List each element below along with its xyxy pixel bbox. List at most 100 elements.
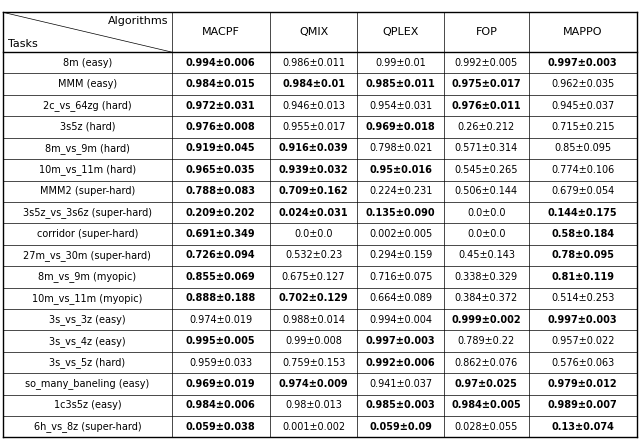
Text: 0.0±0.0: 0.0±0.0 [467,229,506,239]
Text: 3s5z (hard): 3s5z (hard) [60,122,115,132]
Text: 6h_vs_8z (super-hard): 6h_vs_8z (super-hard) [33,421,141,432]
Text: 0.994±0.006: 0.994±0.006 [186,58,255,68]
Text: corridor (super-hard): corridor (super-hard) [36,229,138,239]
Text: 0.506±0.144: 0.506±0.144 [455,186,518,196]
Text: 0.979±0.012: 0.979±0.012 [548,379,618,389]
Text: 0.95±0.016: 0.95±0.016 [369,165,432,175]
Text: 8m (easy): 8m (easy) [63,58,112,68]
Text: 0.888±0.188: 0.888±0.188 [186,293,256,303]
Text: 0.976±0.011: 0.976±0.011 [452,101,521,111]
Text: 0.919±0.045: 0.919±0.045 [186,143,255,153]
Text: MMM (easy): MMM (easy) [58,79,117,89]
Text: 0.988±0.014: 0.988±0.014 [282,315,345,325]
Text: MACPF: MACPF [202,27,240,37]
Text: 8m_vs_9m (hard): 8m_vs_9m (hard) [45,143,130,154]
Text: QMIX: QMIX [299,27,328,37]
Text: 0.965±0.035: 0.965±0.035 [186,165,255,175]
Text: 1c3s5z (easy): 1c3s5z (easy) [54,400,121,411]
Text: 0.85±0.095: 0.85±0.095 [554,143,611,153]
Text: 0.571±0.314: 0.571±0.314 [455,143,518,153]
Text: 0.984±0.01: 0.984±0.01 [282,79,345,89]
Text: 0.58±0.184: 0.58±0.184 [551,229,614,239]
Text: 0.664±0.089: 0.664±0.089 [369,293,432,303]
Text: 0.97±0.025: 0.97±0.025 [455,379,518,389]
Text: 0.999±0.002: 0.999±0.002 [452,315,521,325]
Text: 0.99±0.01: 0.99±0.01 [375,58,426,68]
Text: 0.939±0.032: 0.939±0.032 [279,165,348,175]
Text: 0.294±0.159: 0.294±0.159 [369,250,432,261]
Text: 0.059±0.038: 0.059±0.038 [186,422,255,432]
Text: 0.224±0.231: 0.224±0.231 [369,186,433,196]
Text: 0.059±0.09: 0.059±0.09 [369,422,432,432]
Text: 0.26±0.212: 0.26±0.212 [458,122,515,132]
Text: 0.709±0.162: 0.709±0.162 [279,186,348,196]
Text: 0.576±0.063: 0.576±0.063 [551,358,614,367]
Text: 0.855±0.069: 0.855±0.069 [186,272,255,282]
Text: 0.789±0.22: 0.789±0.22 [458,336,515,346]
Text: 0.209±0.202: 0.209±0.202 [186,208,255,218]
Text: 0.45±0.143: 0.45±0.143 [458,250,515,261]
Text: 2c_vs_64zg (hard): 2c_vs_64zg (hard) [43,100,132,111]
Text: 0.946±0.013: 0.946±0.013 [282,101,345,111]
Text: 0.997±0.003: 0.997±0.003 [366,336,435,346]
Text: 0.028±0.055: 0.028±0.055 [454,422,518,432]
Text: 0.788±0.083: 0.788±0.083 [186,186,256,196]
Text: 0.962±0.035: 0.962±0.035 [551,79,614,89]
Text: so_many_baneling (easy): so_many_baneling (easy) [25,378,150,389]
Text: 0.98±0.013: 0.98±0.013 [285,400,342,411]
Text: Tasks: Tasks [8,38,38,49]
Text: 0.675±0.127: 0.675±0.127 [282,272,346,282]
Text: 0.976±0.008: 0.976±0.008 [186,122,255,132]
Text: 0.975±0.017: 0.975±0.017 [452,79,521,89]
Text: 0.001±0.002: 0.001±0.002 [282,422,345,432]
Text: 0.144±0.175: 0.144±0.175 [548,208,618,218]
Text: 0.798±0.021: 0.798±0.021 [369,143,432,153]
Text: 0.989±0.007: 0.989±0.007 [548,400,618,411]
Text: 0.514±0.253: 0.514±0.253 [551,293,614,303]
Text: 0.774±0.106: 0.774±0.106 [551,165,614,175]
Text: 0.959±0.033: 0.959±0.033 [189,358,252,367]
Text: 0.702±0.129: 0.702±0.129 [279,293,348,303]
Text: 0.984±0.015: 0.984±0.015 [186,79,255,89]
Text: 0.997±0.003: 0.997±0.003 [548,315,618,325]
Text: 0.0±0.0: 0.0±0.0 [467,208,506,218]
Text: 0.024±0.031: 0.024±0.031 [279,208,348,218]
Text: 0.78±0.095: 0.78±0.095 [551,250,614,261]
Text: 0.992±0.006: 0.992±0.006 [366,358,435,367]
Text: 0.995±0.005: 0.995±0.005 [186,336,255,346]
Text: 0.972±0.031: 0.972±0.031 [186,101,255,111]
Text: 0.986±0.011: 0.986±0.011 [282,58,345,68]
Text: 0.862±0.076: 0.862±0.076 [455,358,518,367]
Text: 0.13±0.074: 0.13±0.074 [551,422,614,432]
Text: Algorithms: Algorithms [108,16,168,26]
Text: 0.945±0.037: 0.945±0.037 [551,101,614,111]
Text: 0.545±0.265: 0.545±0.265 [454,165,518,175]
Text: MMM2 (super-hard): MMM2 (super-hard) [40,186,135,196]
Text: 0.691±0.349: 0.691±0.349 [186,229,255,239]
Text: 3s_vs_5z (hard): 3s_vs_5z (hard) [49,357,125,368]
Text: 0.974±0.019: 0.974±0.019 [189,315,252,325]
Text: 0.916±0.039: 0.916±0.039 [279,143,348,153]
Text: 27m_vs_30m (super-hard): 27m_vs_30m (super-hard) [24,250,151,261]
Text: 0.994±0.004: 0.994±0.004 [369,315,432,325]
Text: 0.985±0.003: 0.985±0.003 [366,400,435,411]
Text: MAPPO: MAPPO [563,27,602,37]
Text: 0.81±0.119: 0.81±0.119 [551,272,614,282]
Text: 0.984±0.005: 0.984±0.005 [452,400,521,411]
Text: 0.954±0.031: 0.954±0.031 [369,101,432,111]
Text: 0.002±0.005: 0.002±0.005 [369,229,432,239]
Text: 3s_vs_3z (easy): 3s_vs_3z (easy) [49,314,125,325]
Text: FOP: FOP [476,27,497,37]
Text: 0.715±0.215: 0.715±0.215 [551,122,614,132]
Text: 10m_vs_11m (hard): 10m_vs_11m (hard) [39,164,136,175]
Text: 0.969±0.018: 0.969±0.018 [366,122,435,132]
Text: 0.338±0.329: 0.338±0.329 [455,272,518,282]
Text: 0.716±0.075: 0.716±0.075 [369,272,433,282]
Text: 0.955±0.017: 0.955±0.017 [282,122,346,132]
Text: 3s_vs_4z (easy): 3s_vs_4z (easy) [49,336,125,347]
Text: 0.726±0.094: 0.726±0.094 [186,250,255,261]
Text: 0.99±0.008: 0.99±0.008 [285,336,342,346]
Text: 10m_vs_11m (myopic): 10m_vs_11m (myopic) [32,293,143,304]
Text: 0.0±0.0: 0.0±0.0 [294,229,333,239]
Text: 8m_vs_9m (myopic): 8m_vs_9m (myopic) [38,271,136,282]
